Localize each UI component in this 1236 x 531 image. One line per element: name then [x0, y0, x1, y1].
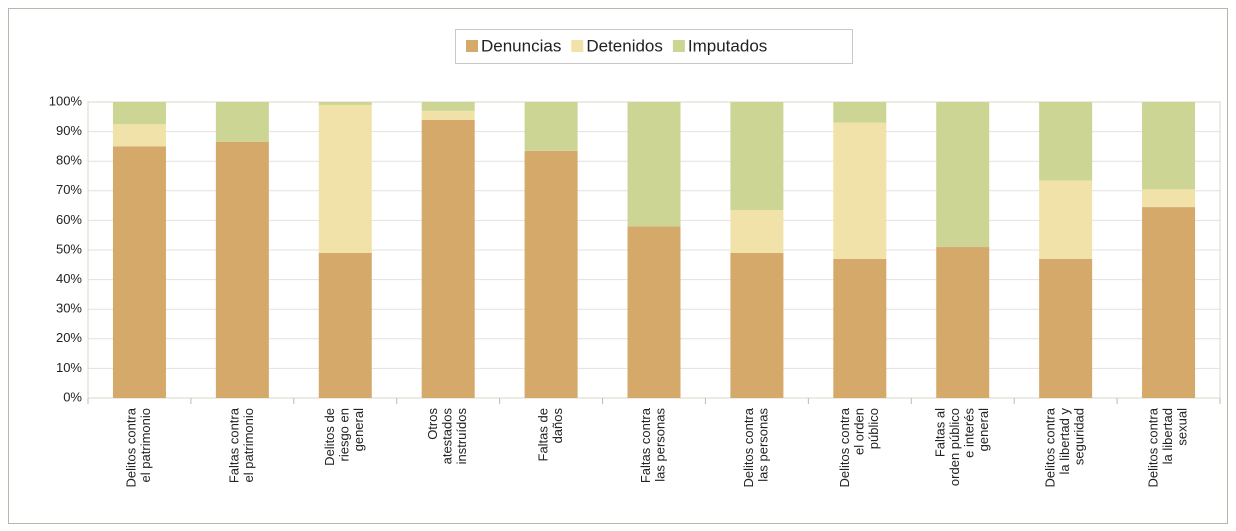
y-tick-label: 100%: [49, 93, 83, 108]
x-tick-label: general: [976, 408, 991, 451]
bar-segment: [1142, 189, 1196, 208]
x-tick-label: Faltas de: [535, 408, 550, 461]
x-tick-label: Delitos contra: [1145, 407, 1160, 487]
y-tick-label: 60%: [56, 212, 82, 227]
y-tick-label: 80%: [56, 153, 82, 168]
y-tick-label: 90%: [56, 123, 82, 138]
bar-segment: [318, 252, 372, 398]
y-tick-label: 40%: [56, 271, 82, 286]
x-tick-label: Delitos contra: [124, 407, 139, 487]
bar-segment: [215, 141, 269, 398]
x-tick-label: Faltas contra: [638, 407, 653, 483]
x-tick-label: el patrimonio: [241, 408, 256, 482]
x-tick-label: el patrimonio: [138, 408, 153, 482]
bar-segment: [421, 119, 475, 398]
bar-segment: [936, 102, 990, 248]
x-tick-label: Delitos contra: [837, 407, 852, 487]
x-tick-label: seguridad: [1072, 408, 1087, 465]
bar-segment: [421, 102, 475, 111]
legend-label: Imputados: [688, 36, 767, 55]
x-tick-label: general: [351, 408, 366, 451]
bar-segment: [318, 104, 372, 253]
y-tick-label: 10%: [56, 360, 82, 375]
bar-segment: [730, 252, 784, 398]
x-tick-label: la libertad: [1160, 408, 1175, 464]
bar-segment: [112, 124, 166, 147]
bar-segment: [1142, 102, 1196, 190]
bar-segment: [627, 226, 681, 398]
bar-segment: [627, 102, 681, 227]
bar-segment: [730, 210, 784, 253]
x-tick-label: el orden: [851, 408, 866, 455]
bar-segment: [112, 146, 166, 398]
x-tick-label: Delitos contra: [741, 407, 756, 487]
x-tick-label: atestados: [440, 408, 455, 465]
bar-segment: [833, 122, 887, 259]
x-tick-label: público: [866, 408, 881, 449]
y-tick-label: 70%: [56, 182, 82, 197]
bar-segment: [730, 102, 784, 211]
y-tick-label: 20%: [56, 330, 82, 345]
bar-segment: [421, 110, 475, 120]
legend-label: Denuncias: [481, 36, 561, 55]
bar-segment: [1039, 180, 1093, 259]
x-tick-label: Delitos de: [322, 408, 337, 466]
bar-segment: [524, 150, 578, 398]
bar-segment: [936, 247, 990, 398]
x-tick-label: la libertad y: [1057, 408, 1072, 475]
legend-swatch: [466, 40, 478, 52]
x-tick-label: Delitos contra: [1043, 407, 1058, 487]
x-tick-label: Faltas contra: [227, 407, 242, 483]
x-tick-label: instruídos: [454, 408, 469, 465]
legend-swatch: [571, 40, 584, 52]
y-tick-label: 50%: [56, 241, 82, 256]
x-tick-label: Otros: [425, 408, 440, 440]
bar-segment: [524, 102, 578, 151]
legend-box: [455, 29, 853, 64]
x-tick-label: las personas: [653, 408, 668, 482]
bar-segment: [1039, 258, 1093, 398]
x-tick-label: sexual: [1174, 408, 1189, 446]
bar-segment: [215, 102, 269, 142]
x-tick-label: e interés: [961, 408, 976, 458]
y-tick-label: 0%: [63, 389, 82, 404]
legend-label: Detenidos: [586, 36, 663, 55]
x-tick-label: daños: [550, 408, 565, 444]
bar-segment: [1142, 207, 1196, 398]
x-tick-label: las personas: [756, 408, 771, 482]
x-tick-label: Faltas al: [932, 408, 947, 457]
x-tick-label: orden público: [947, 408, 962, 486]
x-tick-label: riesgo en: [337, 408, 352, 461]
y-tick-label: 30%: [56, 301, 82, 316]
bar-segment: [833, 258, 887, 398]
bar-segment: [833, 102, 887, 123]
bar-segment: [318, 102, 372, 105]
legend-swatch: [672, 40, 685, 52]
chart-frame: [8, 8, 1228, 524]
bar-segment: [1039, 102, 1093, 181]
bar-segment: [112, 102, 166, 125]
